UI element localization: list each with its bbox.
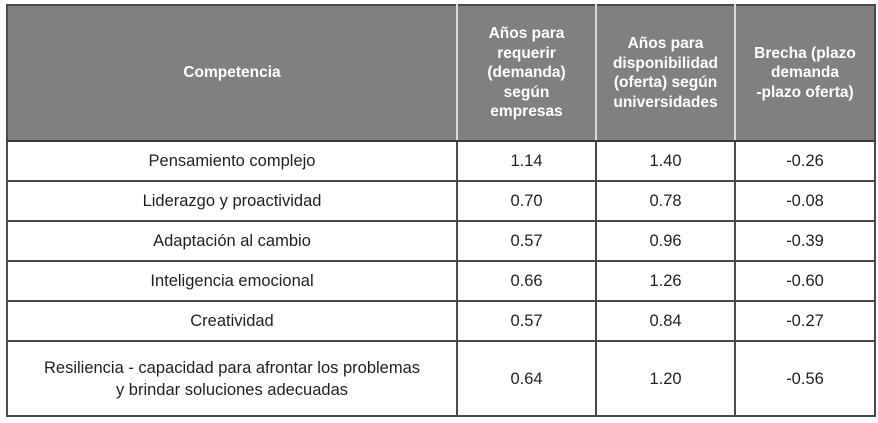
header-line: Brecha (plazo: [754, 44, 856, 62]
header-line: empresas: [490, 103, 563, 121]
cell-competencia: Liderazgo y proactividad: [6, 180, 458, 222]
cell-demanda: 0.64: [456, 340, 597, 417]
cell-brecha: -0.39: [734, 220, 876, 262]
cell-demanda: 0.70: [456, 180, 597, 222]
cell-competencia: Resiliencia - capacidad para afrontar lo…: [6, 340, 458, 417]
header-brecha: Brecha (plazo demanda -plazo oferta): [734, 5, 875, 142]
competencias-table: Competencia Años para requerir (demanda)…: [6, 4, 876, 417]
table-row: Resiliencia - capacidad para afrontar lo…: [6, 340, 876, 417]
header-line: (demanda): [487, 64, 566, 82]
table-row: Creatividad 0.57 0.84 -0.27: [6, 300, 876, 342]
cell-competencia: Adaptación al cambio: [6, 220, 458, 262]
header-line: Años para: [627, 35, 704, 52]
header-line: -plazo oferta): [756, 83, 854, 101]
cell-demanda: 0.66: [456, 260, 597, 302]
cell-oferta: 1.26: [595, 260, 736, 302]
cell-line: Resiliencia - capacidad para afrontar lo…: [43, 358, 421, 377]
header-line: Competencia: [183, 64, 281, 82]
table-row: Adaptación al cambio 0.57 0.96 -0.39: [6, 220, 876, 262]
table-row: Pensamiento complejo 1.14 1.40 -0.26: [6, 140, 876, 182]
cell-demanda: 0.57: [456, 220, 597, 262]
cell-oferta: 0.96: [595, 220, 736, 262]
cell-brecha: -0.08: [734, 180, 876, 222]
header-line: (oferta) según: [613, 74, 718, 91]
cell-competencia: Inteligencia emocional: [6, 260, 458, 302]
cell-brecha: -0.27: [734, 300, 876, 342]
header-line: según: [503, 83, 550, 101]
header-row: Competencia Años para requerir (demanda)…: [7, 5, 875, 142]
cell-brecha: -0.60: [734, 260, 876, 302]
cell-competencia: Creatividad: [6, 300, 458, 342]
cell-oferta: 1.40: [595, 140, 736, 182]
cell-demanda: 1.14: [456, 140, 597, 182]
header-line: universidades: [613, 93, 718, 111]
header-demanda: Años para requerir (demanda) según empre…: [456, 5, 596, 142]
table-row: Inteligencia emocional 0.66 1.26 -0.60: [6, 260, 876, 302]
cell-oferta: 0.84: [595, 300, 736, 342]
cell-line: y brindar soluciones adecuadas: [115, 380, 349, 399]
cell-oferta: 0.78: [595, 180, 736, 222]
cell-competencia: Pensamiento complejo: [6, 140, 458, 182]
cell-brecha: -0.26: [734, 140, 876, 182]
header-line: disponibilidad: [612, 54, 719, 72]
header-line: demanda: [770, 64, 840, 82]
header-line: Años para: [488, 25, 565, 43]
header-line: requerir: [497, 44, 556, 62]
cell-oferta: 1.20: [595, 340, 736, 417]
cell-demanda: 0.57: [456, 300, 597, 342]
table-row: Liderazgo y proactividad 0.70 0.78 -0.08: [6, 180, 876, 222]
header-oferta: Años para disponibilidad (oferta) según …: [595, 5, 735, 142]
header-competencia: Competencia: [7, 5, 457, 142]
cell-brecha: -0.56: [734, 340, 876, 417]
